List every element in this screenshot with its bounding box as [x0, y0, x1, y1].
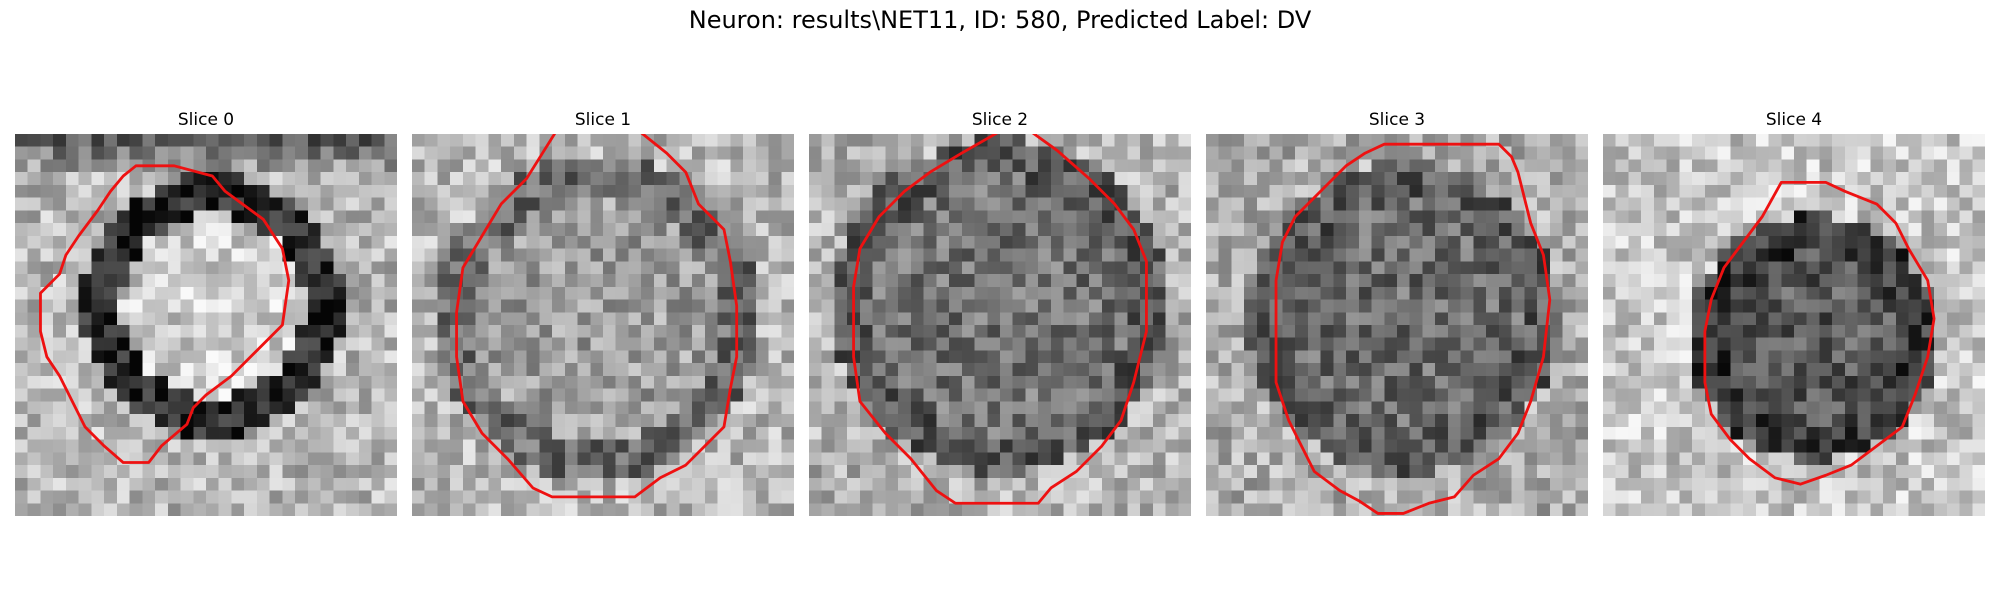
slice-image-1 — [412, 134, 794, 516]
slice-panel-4: Slice 4 — [1603, 110, 1985, 520]
slice-image-0 — [15, 134, 397, 516]
segmentation-contour-2 — [852, 134, 1148, 505]
slice-title-4: Slice 4 — [1765, 110, 1823, 130]
segmentation-contour-4 — [1703, 180, 1936, 486]
segmentation-contour-1 — [455, 134, 739, 499]
slice-panel-3: Slice 3 — [1206, 110, 1588, 520]
slice-panel-0: Slice 0 — [15, 110, 397, 520]
figure-title: Neuron: results\NET11, ID: 580, Predicte… — [688, 6, 1312, 34]
slice-image-2 — [809, 134, 1191, 516]
slice-title-0: Slice 0 — [177, 110, 235, 130]
slice-image-3 — [1206, 134, 1588, 516]
segmentation-contour-3 — [1274, 142, 1552, 515]
slice-panel-1: Slice 1 — [412, 110, 794, 520]
slice-title-2: Slice 2 — [971, 110, 1029, 130]
segmentation-contour-0 — [39, 164, 291, 464]
slice-title-1: Slice 1 — [574, 110, 632, 130]
slice-title-3: Slice 3 — [1368, 110, 1426, 130]
slice-panel-2: Slice 2 — [809, 110, 1191, 520]
slice-image-4 — [1603, 134, 1985, 516]
